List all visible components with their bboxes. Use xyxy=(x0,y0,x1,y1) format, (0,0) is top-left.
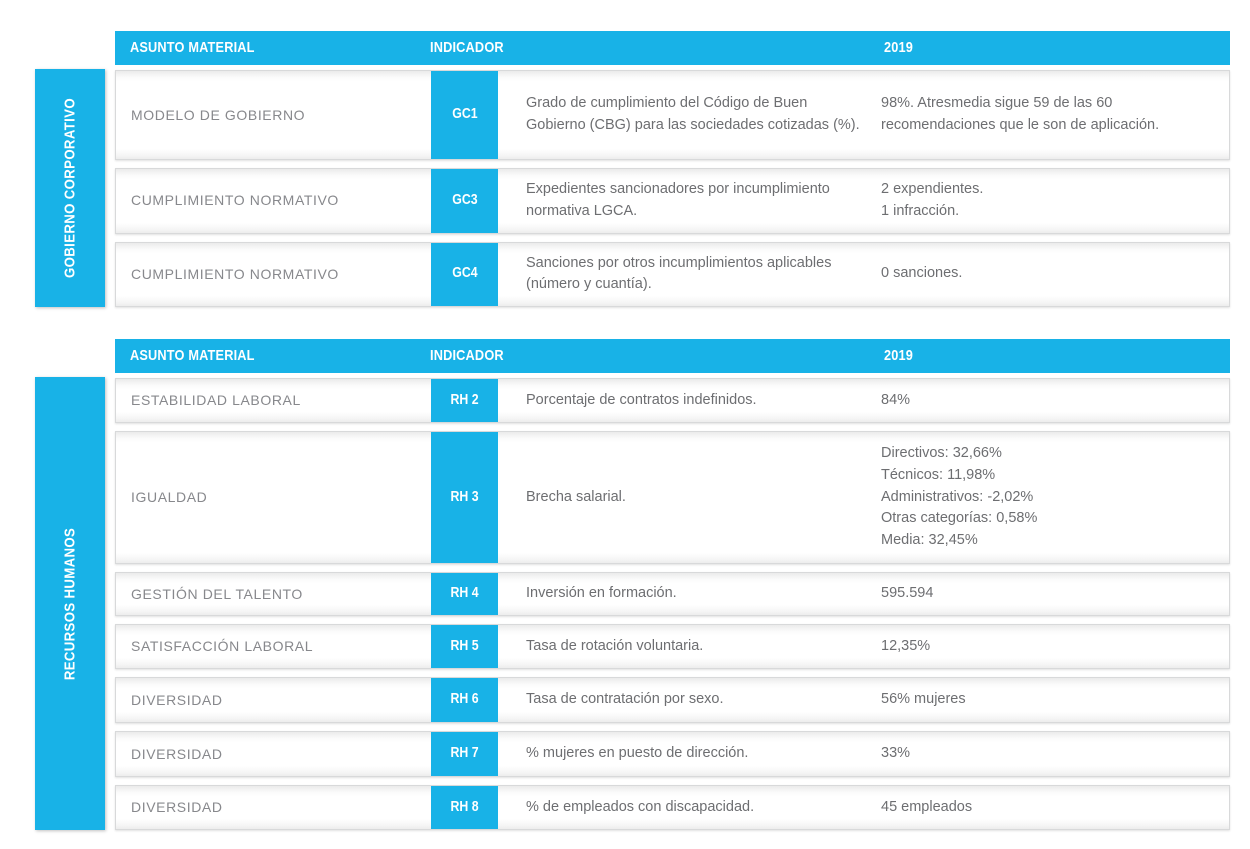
material-cell: DIVERSIDAD xyxy=(131,799,223,815)
section-band-label: RECURSOS HUMANOS xyxy=(61,527,79,680)
value-cell: Directivos: 32,66% Técnicos: 11,98% Admi… xyxy=(881,445,1038,549)
description-cell: Sanciones por otros incumplimientos apli… xyxy=(526,254,832,293)
value-cell: 98%. Atresmedia sigue 59 de las 60 recom… xyxy=(881,95,1160,133)
material-cell: ESTABILIDAD LABORAL xyxy=(131,392,301,408)
description-cell: Tasa de rotación voluntaria. xyxy=(526,637,704,654)
material-cell: DIVERSIDAD xyxy=(131,745,223,762)
value-cell: 45 empleados xyxy=(881,798,973,815)
value-cell: 56% mujeres xyxy=(881,691,966,708)
indicator-badge: GC3 xyxy=(431,169,498,233)
description-cell: Brecha salarial. xyxy=(526,488,626,505)
description-cell: Tasa de contratación por sexo. xyxy=(526,691,724,708)
table-row: DIVERSIDAD RH 8 % de empleados con disca… xyxy=(115,785,1230,830)
description-cell: Inversión en formación. xyxy=(526,585,677,602)
indicator-badge: RH 5 xyxy=(431,625,498,668)
description-cell: Grado de cumplimiento del Código de Buen… xyxy=(526,95,860,133)
indicator-badge: RH 7 xyxy=(431,732,498,776)
table-row: DIVERSIDAD RH 7 % mujeres en puesto de d… xyxy=(115,731,1230,777)
value-cell: 84% xyxy=(881,391,911,408)
value-cell: 595.594 xyxy=(881,585,934,602)
indicator-badge: RH 2 xyxy=(431,379,498,422)
column-header-material: ASUNTO MATERIAL xyxy=(130,347,255,364)
column-header-material: ASUNTO MATERIAL xyxy=(130,39,255,56)
table-body: MODELO DE GOBIERNO GC1 Grado de cumplimi… xyxy=(115,70,1230,307)
table-row: CUMPLIMIENTO NORMATIVO GC3 Expedientes s… xyxy=(115,168,1230,234)
table-header: ASUNTO MATERIAL INDICADOR 2019 xyxy=(115,31,1230,65)
table-row: GESTIÓN DEL TALENTO RH 4 Inversión en fo… xyxy=(115,572,1230,616)
indicator-badge: RH 8 xyxy=(431,786,498,829)
indicator-badge: RH 4 xyxy=(431,573,498,615)
table-row: DIVERSIDAD RH 6 Tasa de contratación por… xyxy=(115,677,1230,723)
material-cell: IGUALDAD xyxy=(131,489,208,505)
value-cell: 2 expendientes. 1 infracción. xyxy=(881,181,984,219)
value-cell: 33% xyxy=(881,745,911,762)
column-header-indicator: INDICADOR xyxy=(430,39,504,56)
table-section-gobierno-corporativo: GOBIERNO CORPORATIVO ASUNTO MATERIAL IND… xyxy=(35,31,1230,307)
table-row: MODELO DE GOBIERNO GC1 Grado de cumplimi… xyxy=(115,70,1230,160)
section-band: GOBIERNO CORPORATIVO xyxy=(35,69,105,307)
table-row: SATISFACCIÓN LABORAL RH 5 Tasa de rotaci… xyxy=(115,624,1230,669)
material-cell: MODELO DE GOBIERNO xyxy=(131,106,306,123)
value-cell: 0 sanciones. xyxy=(881,265,963,282)
table-body: ESTABILIDAD LABORAL RH 2 Porcentaje de c… xyxy=(115,378,1230,830)
material-cell: GESTIÓN DEL TALENTO xyxy=(131,585,303,602)
value-cell: 12,35% xyxy=(881,637,931,654)
table-row: ESTABILIDAD LABORAL RH 2 Porcentaje de c… xyxy=(115,378,1230,423)
description-cell: % de empleados con discapacidad. xyxy=(526,798,755,815)
material-cell: SATISFACCIÓN LABORAL xyxy=(131,638,314,654)
section-band: RECURSOS HUMANOS xyxy=(35,377,105,830)
material-cell: CUMPLIMIENTO NORMATIVO xyxy=(131,265,339,282)
material-cell: DIVERSIDAD xyxy=(131,691,223,708)
indicator-badge: GC1 xyxy=(431,71,498,159)
column-header-indicator: INDICADOR xyxy=(430,347,504,364)
indicator-badge: RH 3 xyxy=(431,432,498,563)
section-band-label: GOBIERNO CORPORATIVO xyxy=(61,98,79,278)
indicator-badge: RH 6 xyxy=(431,678,498,722)
description-cell: Expedientes sancionadores por incumplimi… xyxy=(526,181,830,219)
description-cell: Porcentaje de contratos indefinidos. xyxy=(526,391,757,408)
material-cell: CUMPLIMIENTO NORMATIVO xyxy=(131,192,339,209)
table-section-recursos-humanos: RECURSOS HUMANOS ASUNTO MATERIAL INDICAD… xyxy=(35,339,1230,830)
table-header: ASUNTO MATERIAL INDICADOR 2019 xyxy=(115,339,1230,373)
indicator-badge: GC4 xyxy=(431,242,498,306)
table-row: IGUALDAD RH 3 Brecha salarial. Directivo… xyxy=(115,431,1230,564)
description-cell: % mujeres en puesto de dirección. xyxy=(526,745,749,762)
table-row: CUMPLIMIENTO NORMATIVO GC4 Sanciones por… xyxy=(115,241,1230,307)
column-header-year: 2019 xyxy=(884,39,914,56)
column-header-year: 2019 xyxy=(884,347,914,364)
